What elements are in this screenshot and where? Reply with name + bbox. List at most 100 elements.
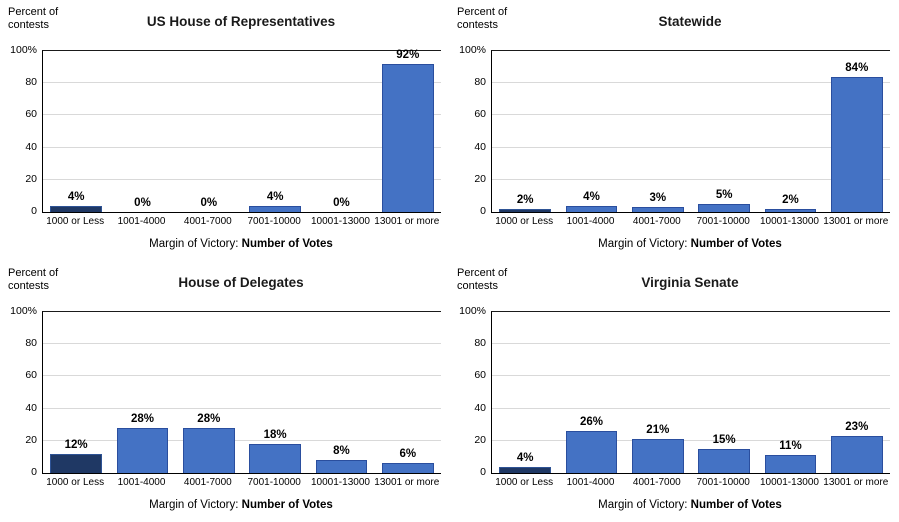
bar xyxy=(631,207,684,212)
category-label: 4001-7000 xyxy=(183,216,232,227)
chart-us-house-of-representatives: Percent of contests US House of Represen… xyxy=(0,0,449,261)
y-tick-label: 60 xyxy=(25,369,37,382)
gridline xyxy=(492,407,890,409)
gridline xyxy=(43,146,441,148)
x-axis-title-bold: Number of Votes xyxy=(690,499,782,511)
y-tick-label: 40 xyxy=(25,140,37,153)
bar-slot: 23% xyxy=(824,312,890,473)
y-tick-label: 80 xyxy=(474,337,486,350)
bar-value-label: 3% xyxy=(649,192,667,205)
gridline xyxy=(43,82,441,84)
bar-value-label: 4% xyxy=(583,190,600,203)
category-axis: 1000 or Less 1001-4000 4001-7000 7001-10000… xyxy=(491,477,889,488)
bar-slot: 28% xyxy=(109,312,175,473)
bar-value-label: 92% xyxy=(396,48,420,61)
plot-area: 12% 28% 28% 18% 8% 6% xyxy=(42,311,441,474)
category-label: 10001-13000 xyxy=(760,477,819,488)
bar-value-label: 5% xyxy=(715,188,733,201)
category-label: 1001-4000 xyxy=(566,477,615,488)
bar xyxy=(565,205,618,212)
category-axis: 1000 or Less 1001-4000 4001-7000 7001-10000… xyxy=(42,216,440,227)
category-label: 1001-4000 xyxy=(117,477,166,488)
y-tick-label: 40 xyxy=(474,401,486,414)
bar xyxy=(381,63,434,212)
x-axis-title: Margin of Victory: Number of Votes xyxy=(42,238,440,250)
chart-statewide: Percent of contests Statewide 2% 4% 3% 5% 2%… xyxy=(449,0,899,261)
x-axis-title-normal: Margin of Victory: xyxy=(149,499,242,511)
bar-slot: 15% xyxy=(691,312,757,473)
bar-value-label: 0% xyxy=(200,197,218,209)
bar-slot: 4% xyxy=(558,51,624,212)
gridline xyxy=(43,375,441,377)
y-axis-title: Percent of contests xyxy=(457,267,508,293)
plot-area: 2% 4% 3% 5% 2% 84% xyxy=(491,50,890,213)
bar xyxy=(182,427,235,473)
bar xyxy=(249,444,301,473)
y-tick-label: 80 xyxy=(25,76,37,89)
x-axis-title: Margin of Victory: Number of Votes xyxy=(491,499,889,511)
x-axis-title-normal: Margin of Victory: xyxy=(149,238,242,250)
x-axis-title-normal: Margin of Victory: xyxy=(598,238,691,250)
y-axis-title: Percent of contests xyxy=(8,267,59,293)
bar-value-label: 2% xyxy=(516,193,534,206)
category-label: 1000 or Less xyxy=(495,477,554,488)
gridline xyxy=(492,375,890,377)
y-tick-label: 100% xyxy=(459,44,486,56)
bar xyxy=(830,435,883,473)
category-label: 7001-10000 xyxy=(247,477,301,488)
bar-value-label: 28% xyxy=(197,412,221,425)
category-label: 10001-13000 xyxy=(760,216,819,227)
y-tick-label: 100% xyxy=(10,44,37,56)
bar-slot: 26% xyxy=(558,312,624,473)
bar-value-label: 4% xyxy=(516,451,534,464)
category-label: 1000 or Less xyxy=(46,216,105,227)
bar-slot: 0% xyxy=(176,51,242,212)
bar-value-label: 28% xyxy=(130,412,154,425)
bar-slot: 0% xyxy=(109,51,175,212)
category-axis: 1000 or Less 1001-4000 4001-7000 7001-10000… xyxy=(491,216,889,227)
gridline xyxy=(492,343,890,345)
plot-area: 4% 26% 21% 15% 11% 23% xyxy=(491,311,890,474)
bar-value-label: 0% xyxy=(134,197,151,209)
x-axis-title-bold: Number of Votes xyxy=(241,499,333,511)
y-tick-label: 60 xyxy=(474,108,486,121)
bar-value-label: 4% xyxy=(67,190,85,203)
gridline xyxy=(492,114,890,116)
category-label: 1000 or Less xyxy=(46,477,105,488)
category-label: 1000 or Less xyxy=(495,216,554,227)
bar-slot: 3% xyxy=(625,51,691,212)
category-label: 7001-10000 xyxy=(696,216,750,227)
bar-value-label: 6% xyxy=(399,448,417,461)
bar-value-label: 26% xyxy=(579,416,603,429)
chart-title: House of Delegates xyxy=(178,275,304,290)
category-label: 13001 or more xyxy=(823,216,889,227)
bar-value-label: 11% xyxy=(779,440,802,453)
bar xyxy=(764,455,817,473)
y-tick-label: 80 xyxy=(25,337,37,350)
x-axis-title-normal: Margin of Victory: xyxy=(598,499,691,511)
bar-value-label: 8% xyxy=(333,445,350,458)
bar xyxy=(499,466,552,473)
y-tick-label: 20 xyxy=(25,433,37,446)
category-label: 4001-7000 xyxy=(183,477,232,488)
y-tick-label: 80 xyxy=(474,76,486,89)
y-tick-label: 40 xyxy=(474,140,486,153)
y-tick-label: 20 xyxy=(25,172,37,185)
bar-value-label: 2% xyxy=(782,193,799,206)
category-label: 13001 or more xyxy=(823,477,889,488)
bar xyxy=(698,203,750,212)
bar xyxy=(830,76,883,212)
gridline xyxy=(492,178,890,180)
bar-slot: 2% xyxy=(492,51,558,212)
y-tick-label: 0 xyxy=(480,205,486,217)
y-tick-label: 0 xyxy=(31,466,37,478)
chart-title: US House of Representatives xyxy=(146,14,336,29)
chart-house-of-delegates: Percent of contests House of Delegates 1… xyxy=(0,261,449,522)
category-label: 4001-7000 xyxy=(632,477,681,488)
bar-slot: 92% xyxy=(375,48,441,212)
bar xyxy=(50,205,103,212)
bar-value-label: 18% xyxy=(263,429,287,442)
gridline xyxy=(43,407,441,409)
plot-area: 4% 0% 0% 4% 0% 92% xyxy=(42,48,441,213)
